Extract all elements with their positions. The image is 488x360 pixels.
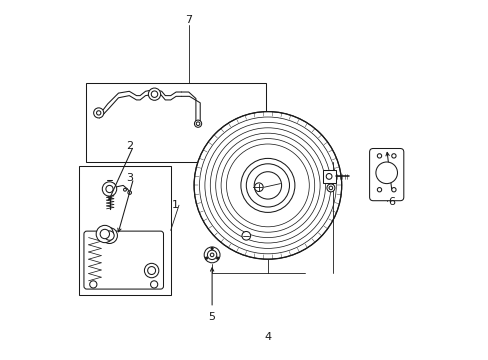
Text: 2: 2 xyxy=(126,141,133,151)
Circle shape xyxy=(102,182,117,196)
Circle shape xyxy=(254,183,263,192)
Circle shape xyxy=(151,91,158,98)
Text: 5: 5 xyxy=(208,312,215,322)
Circle shape xyxy=(147,266,155,275)
Text: 7: 7 xyxy=(185,15,192,25)
Circle shape xyxy=(104,231,114,240)
Bar xyxy=(322,170,335,183)
Circle shape xyxy=(241,158,294,212)
FancyBboxPatch shape xyxy=(84,231,163,289)
Text: 1: 1 xyxy=(171,200,179,210)
Circle shape xyxy=(106,185,113,193)
Circle shape xyxy=(391,154,395,158)
Circle shape xyxy=(242,231,250,240)
Circle shape xyxy=(210,253,213,257)
Circle shape xyxy=(375,162,397,184)
Circle shape xyxy=(127,191,131,194)
Circle shape xyxy=(96,111,101,115)
Circle shape xyxy=(194,112,341,259)
Circle shape xyxy=(211,247,213,249)
Circle shape xyxy=(196,122,200,126)
Circle shape xyxy=(148,88,160,100)
Circle shape xyxy=(123,188,126,191)
Circle shape xyxy=(204,247,220,263)
Circle shape xyxy=(326,184,334,192)
Circle shape xyxy=(96,225,113,243)
Circle shape xyxy=(207,250,216,260)
Circle shape xyxy=(94,108,103,118)
Circle shape xyxy=(377,188,381,192)
Circle shape xyxy=(194,120,201,127)
Text: 3: 3 xyxy=(126,173,133,183)
Circle shape xyxy=(254,172,281,199)
Circle shape xyxy=(391,188,395,192)
Circle shape xyxy=(216,257,218,259)
Circle shape xyxy=(325,174,331,179)
Circle shape xyxy=(100,229,109,239)
Circle shape xyxy=(246,164,289,207)
Circle shape xyxy=(150,281,158,288)
Circle shape xyxy=(377,154,381,158)
Bar xyxy=(79,166,170,295)
Text: 4: 4 xyxy=(264,332,271,342)
FancyBboxPatch shape xyxy=(369,149,403,201)
Circle shape xyxy=(205,257,207,259)
Text: 6: 6 xyxy=(388,197,395,207)
Circle shape xyxy=(102,228,117,243)
Circle shape xyxy=(328,186,332,190)
Circle shape xyxy=(144,264,159,278)
Circle shape xyxy=(89,281,97,288)
Bar xyxy=(86,83,265,162)
